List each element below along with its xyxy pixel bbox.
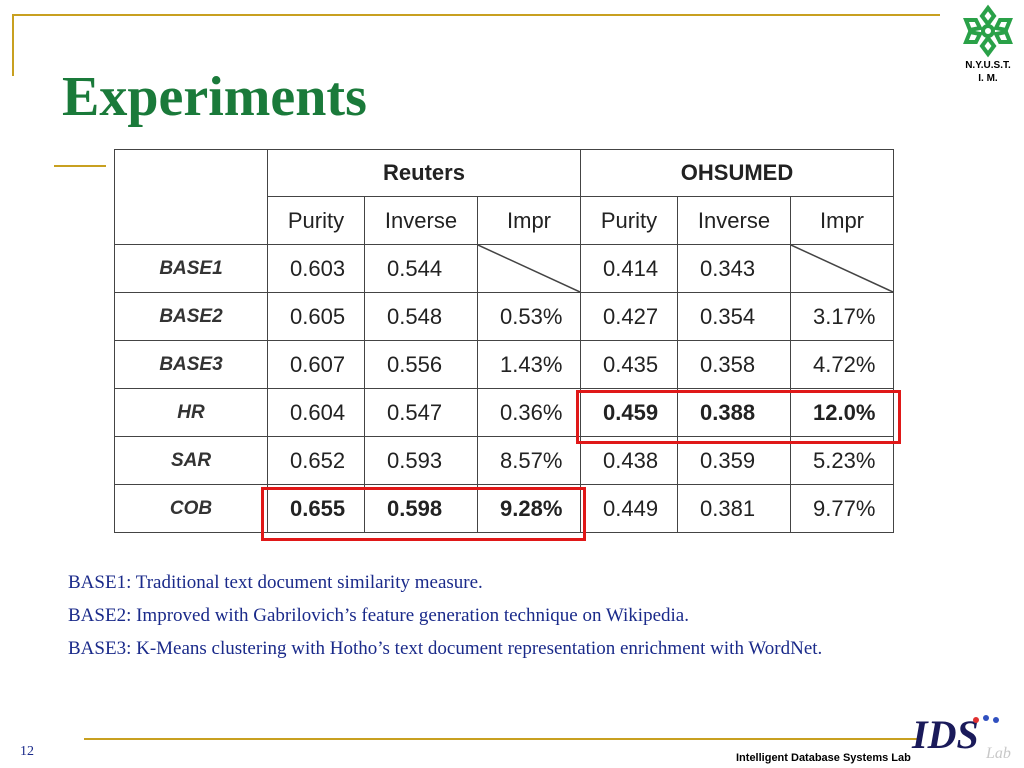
table-cell: 0.435 (580, 340, 678, 389)
results-table: Reuters OHSUMED Purity Inverse Impr Puri… (114, 149, 894, 533)
table-cell: 0.358 (677, 340, 791, 389)
table-cell: 0.607 (267, 340, 365, 389)
row-label: COB (114, 484, 268, 533)
table-cell-highlighted: 9.28% (477, 484, 581, 533)
table-cell: 9.77% (790, 484, 894, 533)
logo-text-line1: N.Y.U.S.T. (965, 60, 1011, 71)
university-logo: N.Y.U.S.T. I. M. (955, 4, 1021, 84)
table-row: BASE2 0.605 0.548 0.53% 0.427 0.354 3.17… (114, 292, 894, 341)
column-header: Impr (790, 196, 894, 245)
diagonal-slash-icon (478, 245, 580, 292)
table-cell: 0.438 (580, 436, 678, 485)
ids-lab-logo-icon: IDS Lab (911, 712, 1011, 762)
table-cell: 0.652 (267, 436, 365, 485)
column-header: Inverse (677, 196, 791, 245)
table-cell-highlighted: 12.0% (790, 388, 894, 437)
table-row: COB 0.655 0.598 9.28% 0.449 0.381 9.77% (114, 484, 894, 533)
left-divider-line (12, 14, 14, 76)
table-row: HR 0.604 0.547 0.36% 0.459 0.388 12.0% (114, 388, 894, 437)
top-divider-line (12, 14, 940, 16)
table-row: BASE1 0.603 0.544 0.414 0.343 (114, 244, 894, 293)
table-cell: 0.53% (477, 292, 581, 341)
logo-dot-blue (983, 715, 989, 721)
table-cell: 0.605 (267, 292, 365, 341)
footer-divider-line (84, 738, 922, 740)
table-cell: 0.556 (364, 340, 478, 389)
title-underline (54, 165, 106, 167)
row-label: BASE3 (114, 340, 268, 389)
baseline-notes: BASE1: Traditional text document similar… (68, 570, 908, 669)
table-cell-highlighted: 0.655 (267, 484, 365, 533)
table-row: SAR 0.652 0.593 8.57% 0.438 0.359 5.23% (114, 436, 894, 485)
group-header-row: Reuters OHSUMED (114, 149, 894, 245)
footer-lab-name: Intelligent Database Systems Lab (736, 752, 911, 764)
row-label: BASE2 (114, 292, 268, 341)
table-cell: 3.17% (790, 292, 894, 341)
table-cell: 5.23% (790, 436, 894, 485)
table-cell-highlighted: 0.598 (364, 484, 478, 533)
row-label: BASE1 (114, 244, 268, 293)
corner-cell (114, 149, 268, 245)
table-cell: 0.548 (364, 292, 478, 341)
column-header: Inverse (364, 196, 478, 245)
snowflake-logo-icon (963, 4, 1013, 58)
table-cell: 0.343 (677, 244, 791, 293)
lab-logo-letters: IDS (911, 712, 979, 757)
table-cell: 0.544 (364, 244, 478, 293)
slide-title: Experiments (62, 66, 367, 128)
table-cell: 0.427 (580, 292, 678, 341)
table-cell: 0.414 (580, 244, 678, 293)
table-cell-highlighted: 0.388 (677, 388, 791, 437)
column-header: Purity (267, 196, 365, 245)
group-header-ohsumed: OHSUMED (580, 149, 894, 197)
table-cell: 0.547 (364, 388, 478, 437)
column-header: Impr (477, 196, 581, 245)
table-cell: 0.359 (677, 436, 791, 485)
table-cell: 1.43% (477, 340, 581, 389)
table-cell: 0.381 (677, 484, 791, 533)
table-cell: 4.72% (790, 340, 894, 389)
table-cell-highlighted: 0.459 (580, 388, 678, 437)
table-row: BASE3 0.607 0.556 1.43% 0.435 0.358 4.72… (114, 340, 894, 389)
table-cell: 0.603 (267, 244, 365, 293)
table-cell: 0.354 (677, 292, 791, 341)
table-cell: 0.36% (477, 388, 581, 437)
lab-logo-suffix: Lab (985, 745, 1011, 762)
logo-dot-blue (993, 717, 999, 723)
note-base3: BASE3: K-Means clustering with Hotho’s t… (68, 638, 823, 659)
column-header: Purity (580, 196, 678, 245)
empty-diagonal-cell (477, 244, 581, 293)
empty-diagonal-cell (790, 244, 894, 293)
table-cell: 0.449 (580, 484, 678, 533)
note-base1: BASE1: Traditional text document similar… (68, 572, 483, 593)
note-base2: BASE2: Improved with Gabrilovich’s featu… (68, 605, 689, 626)
row-label: HR (114, 388, 268, 437)
group-header-reuters: Reuters (267, 149, 581, 197)
table-cell: 0.593 (364, 436, 478, 485)
row-label: SAR (114, 436, 268, 485)
page-number: 12 (20, 744, 34, 759)
table-cell: 0.604 (267, 388, 365, 437)
logo-dot-red (973, 717, 979, 723)
table-cell: 8.57% (477, 436, 581, 485)
logo-text-line2: I. M. (978, 73, 998, 84)
diagonal-slash-icon (791, 245, 893, 292)
